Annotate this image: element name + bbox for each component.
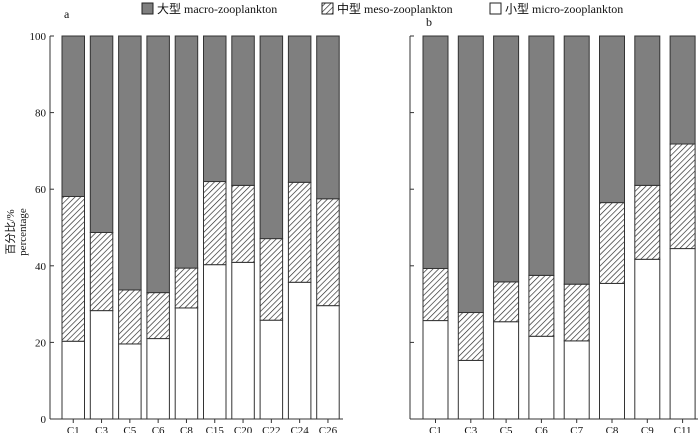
bar-macro-C8 [174, 35, 199, 269]
bar-macro-C5 [493, 35, 520, 283]
bar-macro-C15 [203, 35, 227, 183]
x-tick-label: C26 [319, 425, 338, 433]
x-tick-label: C9 [641, 425, 654, 433]
bar-macro-C3 [89, 35, 114, 233]
bar-macro-C6 [528, 35, 555, 276]
x-tick-label: C22 [262, 425, 280, 433]
x-tick-label: C7 [570, 425, 583, 433]
bar-micro-C5 [493, 321, 520, 420]
bar-micro-C26 [316, 305, 340, 420]
y-tick-label: 20 [35, 337, 47, 349]
bar-micro-C3 [89, 310, 114, 420]
bar-meso-C20 [231, 184, 255, 263]
bar-micro-C6 [146, 338, 170, 420]
legend-label-micro: 小型 micro-zooplankton [505, 2, 623, 16]
x-tick-label: C6 [152, 425, 165, 433]
y-tick-label: 60 [35, 184, 47, 196]
x-tick-label: C1 [429, 425, 442, 433]
legend-swatch-meso [321, 2, 334, 15]
y-axis-label: 百分比/% [4, 209, 17, 254]
bar-micro-C15 [203, 264, 227, 420]
x-tick-label: C8 [180, 425, 193, 433]
bar-micro-C5 [118, 343, 142, 420]
bar-meso-C8 [599, 202, 625, 284]
x-tick-label: C11 [674, 425, 692, 433]
legend-swatch-micro [489, 2, 502, 15]
bar-macro-C3 [457, 35, 484, 314]
bar-macro-C1 [61, 35, 85, 197]
x-tick-label: C6 [535, 425, 548, 433]
bar-micro-C20 [231, 261, 255, 420]
x-tick-label: C5 [500, 425, 513, 433]
x-tick-label: C5 [123, 425, 136, 433]
y-tick-label: 100 [30, 31, 47, 43]
x-tick-label: C1 [67, 425, 80, 433]
bar-meso-C7 [563, 283, 590, 342]
bar-meso-C1 [61, 195, 85, 342]
bar-meso-C1 [422, 267, 449, 322]
bar-micro-C3 [457, 359, 484, 420]
bar-meso-C26 [316, 198, 340, 307]
bar-macro-C24 [287, 35, 312, 183]
bar-meso-C9 [634, 184, 661, 260]
bar-micro-C24 [287, 281, 312, 420]
bar-meso-C24 [287, 181, 312, 283]
bar-meso-C11 [669, 143, 696, 250]
x-tick-label: C3 [95, 425, 108, 433]
bar-macro-C1 [422, 35, 449, 269]
bar-macro-C9 [634, 35, 661, 186]
bar-macro-C11 [669, 35, 696, 145]
bar-micro-C8 [174, 307, 199, 420]
bar-micro-C8 [599, 282, 625, 420]
bar-micro-C7 [563, 340, 590, 420]
legend-label-macro: 大型 macro-zooplankton [157, 2, 277, 16]
bar-macro-C6 [146, 35, 170, 294]
x-tick-label: C24 [290, 425, 309, 433]
bar-meso-C6 [146, 292, 170, 340]
y-tick-label: 80 [35, 108, 47, 120]
legend: 大型 macro-zooplankton 中型 meso-zooplankton 小… [141, 1, 623, 16]
bar-meso-C22 [259, 238, 284, 321]
bar-macro-C5 [118, 35, 142, 291]
bar-micro-C22 [259, 319, 284, 420]
x-tick-label: C20 [234, 425, 253, 433]
bar-macro-C7 [563, 35, 590, 285]
bar-macro-C8 [599, 35, 625, 204]
bar-meso-C3 [89, 231, 114, 312]
bar-meso-C6 [528, 274, 555, 337]
bar-micro-C9 [634, 258, 661, 420]
bar-macro-C26 [316, 35, 340, 200]
bar-meso-C15 [203, 181, 227, 266]
bar-meso-C3 [457, 312, 484, 361]
panel-label: b [426, 15, 432, 29]
x-tick-label: C8 [606, 425, 619, 433]
bar-micro-C1 [422, 320, 449, 420]
panel-b: b C1 C3 C5 C6 C7 C8 C9 C11 [409, 15, 698, 437]
legend-swatch-macro [141, 2, 154, 15]
y-tick-label: 40 [35, 261, 47, 273]
bar-meso-C5 [118, 289, 142, 345]
y-axis-label-cn: 百分比/% [4, 209, 17, 254]
bar-micro-C1 [61, 340, 85, 420]
bar-micro-C11 [669, 248, 696, 420]
legend-label-meso: 中型 meso-zooplankton [337, 1, 453, 16]
bar-micro-C6 [528, 335, 555, 420]
bar-meso-C8 [174, 267, 199, 309]
x-tick-label: C15 [206, 425, 225, 433]
x-tick-label: C3 [464, 425, 477, 433]
bar-meso-C5 [493, 281, 520, 323]
bar-macro-C20 [231, 35, 255, 186]
panel-label: a [64, 7, 70, 21]
bar-macro-C22 [259, 35, 284, 240]
y-tick-label: 0 [41, 414, 47, 426]
y-axis-label-en: percentage [17, 208, 29, 256]
panel-a: a 0 20 40 60 80 100 C1 C3 C5 C6 C8 C15 C20 C22 C24 C26 [30, 7, 343, 437]
